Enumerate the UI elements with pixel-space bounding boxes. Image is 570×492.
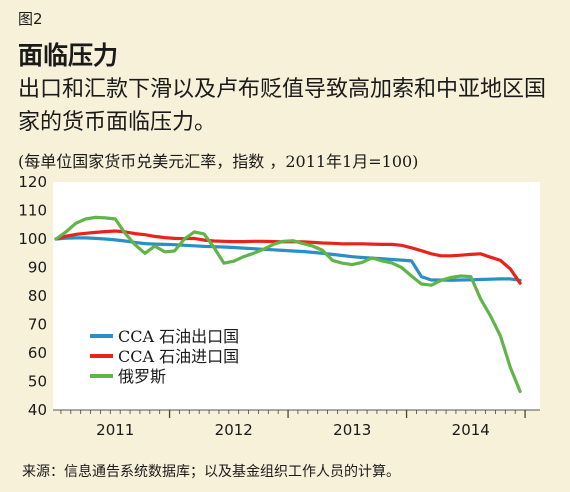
y-tick-label: 90 (28, 259, 47, 277)
y-tick-label: 80 (28, 287, 47, 305)
chart-series-lines (54, 215, 522, 394)
chart-subtitle: 出口和汇款下滑以及卢布贬值导致高加索和中亚地区国家的货币面临压力。 (18, 77, 547, 135)
series-line-2 (54, 215, 522, 394)
chart-title: 面临压力 (18, 41, 119, 70)
x-tick-label: 2014 (452, 421, 490, 439)
y-tick-label: 50 (28, 373, 47, 391)
chart-axes: 40 50 60 70 80 90 100 110 120 2011 2012 2013 2014 (18, 173, 540, 439)
legend-label-2: 俄罗斯 (118, 367, 166, 386)
plot-area (53, 182, 540, 410)
y-tick-label: 120 (18, 173, 47, 191)
legend-label-1: CCA 石油进口国 (118, 347, 239, 366)
x-tick-label: 2012 (215, 421, 253, 439)
source-note: 来源：信息通告系统数据库；以及基金组织工作人员的计算。 (22, 464, 400, 480)
figure-label: 图2 (18, 10, 43, 28)
y-tick-label: 70 (28, 316, 47, 334)
y-tick-label: 100 (18, 230, 47, 248)
x-tick-label: 2011 (96, 421, 134, 439)
legend-label-0: CCA 石油出口国 (118, 327, 239, 346)
y-tick-label: 110 (18, 202, 47, 220)
y-tick-label: 60 (28, 344, 47, 362)
y-tick-label: 40 (28, 401, 47, 419)
x-tick-label: 2013 (333, 421, 371, 439)
chart-units-note: (每单位国家货币兑美元汇率，指数 ，2011年1月=100) (18, 152, 419, 171)
